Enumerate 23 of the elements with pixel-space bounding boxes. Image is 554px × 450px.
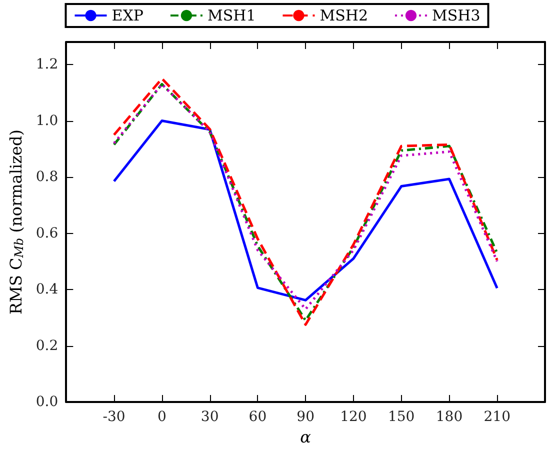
x-tick-label: 90 [296, 409, 314, 425]
legend-label: EXP [112, 6, 144, 24]
x-tick-label: -30 [102, 409, 126, 425]
y-tick-label: 0.0 [36, 394, 58, 410]
legend-label: MSH3 [432, 6, 480, 24]
x-tick-label: 60 [248, 409, 267, 425]
x-tick-label: 150 [388, 409, 415, 425]
y-tick-label: 1.0 [36, 112, 58, 129]
x-tick-label: 210 [484, 409, 510, 425]
legend-label: MSH2 [320, 6, 368, 24]
x-tick-label: 30 [200, 409, 219, 425]
legend-label: MSH1 [207, 6, 256, 24]
x-axis-title: α [300, 427, 312, 446]
y-axis-title: RMS CMb (normalized) [6, 130, 26, 314]
y-tick-label: 0.4 [36, 282, 58, 298]
y-tick-label: 0.8 [36, 169, 58, 185]
line-series [112, 120, 498, 302]
y-tick-label: 1.2 [36, 56, 58, 72]
y-tick-label: 0.2 [36, 338, 58, 354]
x-tick-label: 180 [436, 409, 463, 425]
x-tick-label: 0 [157, 409, 166, 425]
y-tick-label: 0.6 [36, 225, 58, 242]
x-tick-label: 120 [340, 409, 367, 425]
